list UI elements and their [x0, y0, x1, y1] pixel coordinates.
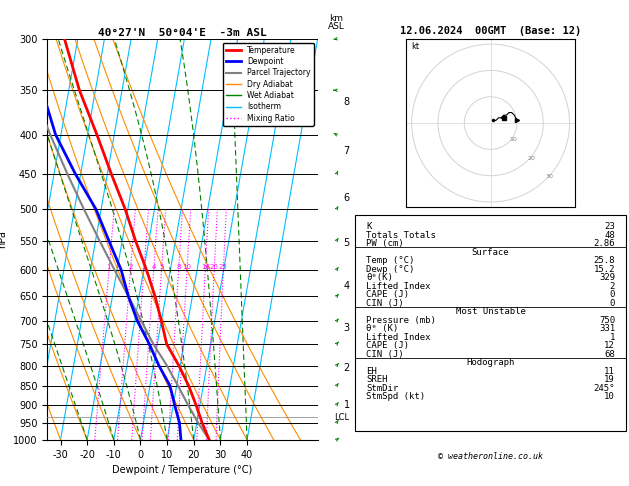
Text: PW (cm): PW (cm): [366, 239, 404, 248]
Text: 25: 25: [219, 264, 228, 270]
Text: 12: 12: [604, 341, 615, 350]
Text: 5: 5: [343, 238, 350, 248]
Text: 7: 7: [343, 146, 350, 156]
Y-axis label: hPa: hPa: [0, 230, 8, 248]
Text: Totals Totals: Totals Totals: [366, 230, 436, 240]
Text: 20: 20: [210, 264, 219, 270]
Text: StmSpd (kt): StmSpd (kt): [366, 392, 425, 401]
Text: 1: 1: [343, 400, 350, 411]
Title: 40°27'N  50°04'E  -3m ASL: 40°27'N 50°04'E -3m ASL: [98, 28, 267, 38]
Text: 15.2: 15.2: [594, 264, 615, 274]
Text: Lifted Index: Lifted Index: [366, 333, 431, 342]
Text: 3: 3: [343, 323, 350, 333]
Text: StmDir: StmDir: [366, 384, 398, 393]
Text: Most Unstable: Most Unstable: [455, 307, 526, 316]
Text: 23: 23: [604, 222, 615, 231]
Text: Hodograph: Hodograph: [467, 358, 515, 367]
Text: km
ASL: km ASL: [328, 14, 345, 31]
Text: 1: 1: [610, 333, 615, 342]
Text: 0: 0: [610, 290, 615, 299]
Text: 0: 0: [610, 299, 615, 308]
Text: 25.8: 25.8: [594, 256, 615, 265]
Text: CIN (J): CIN (J): [366, 350, 404, 359]
Text: Temp (°C): Temp (°C): [366, 256, 415, 265]
Text: Surface: Surface: [472, 247, 509, 257]
Text: CAPE (J): CAPE (J): [366, 290, 409, 299]
Text: 3: 3: [142, 264, 146, 270]
Text: CAPE (J): CAPE (J): [366, 341, 409, 350]
Text: EH: EH: [366, 367, 377, 376]
Text: 11: 11: [604, 367, 615, 376]
Text: Pressure (mb): Pressure (mb): [366, 316, 436, 325]
Text: SREH: SREH: [366, 375, 387, 384]
Text: 19: 19: [604, 375, 615, 384]
Text: θᵉ (K): θᵉ (K): [366, 324, 398, 333]
Text: 245°: 245°: [594, 384, 615, 393]
Text: 4: 4: [343, 281, 350, 291]
Text: 20: 20: [528, 156, 535, 161]
Text: 4: 4: [152, 264, 156, 270]
Text: 5: 5: [159, 264, 164, 270]
Text: 16: 16: [201, 264, 209, 270]
X-axis label: Dewpoint / Temperature (°C): Dewpoint / Temperature (°C): [113, 465, 252, 475]
Text: 68: 68: [604, 350, 615, 359]
Text: 2.86: 2.86: [594, 239, 615, 248]
Text: CIN (J): CIN (J): [366, 299, 404, 308]
Text: K: K: [366, 222, 372, 231]
Text: 10: 10: [509, 138, 517, 142]
Text: 2: 2: [610, 281, 615, 291]
Text: 331: 331: [599, 324, 615, 333]
Text: 10: 10: [604, 392, 615, 401]
Text: 10: 10: [182, 264, 191, 270]
Text: kt: kt: [412, 42, 420, 52]
Text: 6: 6: [343, 193, 350, 203]
Text: 1: 1: [107, 264, 111, 270]
Text: 329: 329: [599, 273, 615, 282]
Text: 750: 750: [599, 316, 615, 325]
Legend: Temperature, Dewpoint, Parcel Trajectory, Dry Adiabat, Wet Adiabat, Isotherm, Mi: Temperature, Dewpoint, Parcel Trajectory…: [223, 43, 314, 125]
Text: LCL: LCL: [335, 413, 350, 422]
Text: 2: 2: [343, 363, 350, 373]
Text: 8: 8: [176, 264, 181, 270]
Text: 30: 30: [546, 174, 554, 179]
Text: Lifted Index: Lifted Index: [366, 281, 431, 291]
Text: 8: 8: [343, 97, 350, 107]
Text: Dewp (°C): Dewp (°C): [366, 264, 415, 274]
Text: 12.06.2024  00GMT  (Base: 12): 12.06.2024 00GMT (Base: 12): [400, 26, 581, 36]
Text: θᵉ(K): θᵉ(K): [366, 273, 393, 282]
Text: 2: 2: [128, 264, 133, 270]
Text: 48: 48: [604, 230, 615, 240]
Text: © weatheronline.co.uk: © weatheronline.co.uk: [438, 452, 543, 461]
